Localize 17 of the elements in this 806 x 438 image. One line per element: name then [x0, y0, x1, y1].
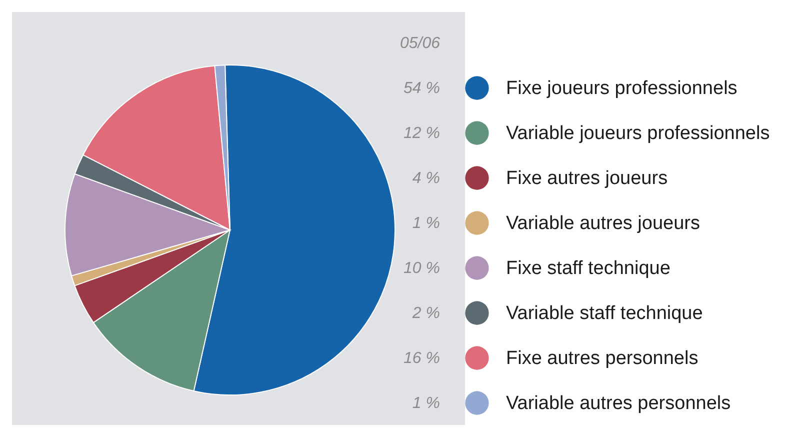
legend-label: Variable joueurs professionnels: [506, 123, 770, 144]
legend-label: Fixe autres personnels: [506, 348, 698, 369]
legend-title: 05/06: [400, 35, 440, 52]
data-label: 10 %: [404, 260, 440, 277]
data-label: 12 %: [404, 125, 440, 142]
data-label: 1 %: [412, 215, 440, 232]
legend-label: Fixe autres joueurs: [506, 168, 668, 189]
data-label: 1 %: [412, 395, 440, 412]
data-label: 16 %: [404, 350, 440, 367]
legend-label: Variable staff technique: [506, 303, 703, 324]
data-label: 2 %: [411, 305, 440, 322]
legend-label: Variable autres joueurs: [506, 213, 700, 234]
legend-label: Fixe joueurs professionnels: [506, 78, 738, 99]
legend-label: Variable autres personnels: [506, 393, 731, 414]
data-label: 4 %: [412, 170, 440, 187]
legend-label: Fixe staff technique: [506, 258, 670, 279]
data-label: 54 %: [404, 80, 440, 97]
